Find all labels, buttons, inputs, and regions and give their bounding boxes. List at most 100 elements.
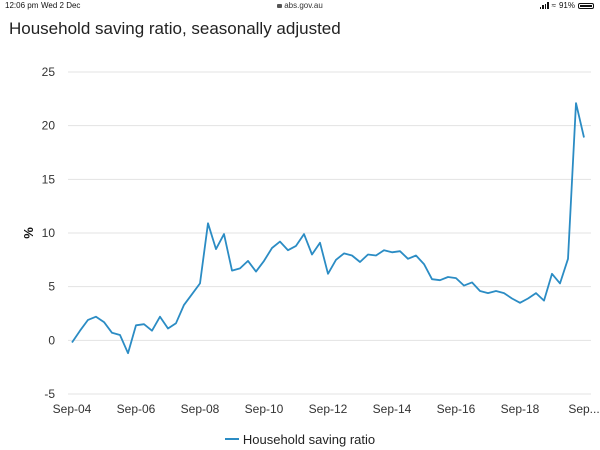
data-point[interactable] [405,256,411,262]
x-tick-labels: Sep-04 Sep-06 Sep-08 Sep-10 Sep-12 Sep-14 Sep-… [53,402,600,416]
data-point[interactable] [349,253,355,259]
data-point[interactable] [197,280,203,286]
status-time: 12:06 pm [5,1,39,10]
x-tick-label: Sep-12 [309,402,348,416]
y-tick-label: 5 [48,280,55,294]
data-point[interactable] [525,296,531,302]
data-point[interactable] [293,243,299,249]
lock-icon [277,4,283,8]
series-layer [69,100,587,356]
data-point[interactable] [205,220,211,226]
data-point[interactable] [149,328,155,334]
x-tick-label: Sep-16 [437,402,476,416]
status-date: Wed 2 Dec [41,1,81,10]
data-point[interactable] [85,317,91,323]
status-indicators: ≈ 91% [539,0,594,10]
x-tick-label: Sep-08 [181,402,220,416]
signal-icon [539,2,549,9]
data-point[interactable] [413,253,419,259]
data-point[interactable] [477,288,483,294]
data-point[interactable] [517,300,523,306]
data-point[interactable] [269,245,275,251]
data-point[interactable] [213,246,219,252]
data-point[interactable] [189,291,195,297]
data-point[interactable] [501,290,507,296]
data-point[interactable] [445,274,451,280]
data-point[interactable] [237,265,243,271]
data-point[interactable] [541,298,547,304]
data-point[interactable] [125,350,131,356]
url-text: abs.gov.au [284,1,323,10]
data-point[interactable] [389,249,395,255]
x-tick-label: Sep... [568,402,599,416]
data-point[interactable] [277,239,283,245]
data-point[interactable] [469,279,475,285]
data-point[interactable] [373,253,379,259]
x-tick-label: Sep-10 [245,402,284,416]
legend-swatch [224,437,239,440]
data-point[interactable] [133,322,139,328]
data-point[interactable] [581,135,587,141]
data-point[interactable] [221,231,227,237]
x-tick-label: Sep-18 [501,402,540,416]
y-tick-label: 20 [42,119,56,133]
data-point[interactable] [573,100,579,106]
data-point[interactable] [341,250,347,256]
address-bar[interactable]: abs.gov.au [0,1,600,10]
y-tick-label: 15 [42,172,56,186]
x-tick-label: Sep-14 [373,402,412,416]
data-point[interactable] [493,288,499,294]
data-point[interactable] [557,280,563,286]
data-point[interactable] [381,247,387,253]
data-point[interactable] [453,275,459,281]
y-tick-label: 10 [42,226,56,240]
data-point[interactable] [261,258,267,264]
data-point[interactable] [229,268,235,274]
data-point[interactable] [69,340,75,346]
data-point[interactable] [173,320,179,326]
data-point[interactable] [565,256,571,262]
data-point[interactable] [77,328,83,334]
data-point[interactable] [437,277,443,283]
data-point[interactable] [101,319,107,325]
data-point[interactable] [165,326,171,332]
y-tick-labels: -5 0 5 10 15 20 25 [42,65,56,401]
legend-label: Household saving ratio [242,432,376,447]
y-axis-label: % [21,227,36,239]
data-point[interactable] [333,257,339,263]
data-point[interactable] [109,330,115,336]
data-point[interactable] [461,283,467,289]
wifi-icon: ≈ [551,0,556,10]
grid-lines [68,71,591,395]
y-tick-label: 25 [42,65,56,79]
data-point[interactable] [93,314,99,320]
legend[interactable]: Household saving ratio [0,432,600,447]
data-point[interactable] [485,290,491,296]
battery-icon [578,2,594,9]
data-point[interactable] [309,252,315,258]
data-point[interactable] [253,269,259,275]
data-point[interactable] [325,271,331,277]
data-point[interactable] [285,247,291,253]
data-point[interactable] [117,332,123,338]
x-tick-label: Sep-04 [53,402,92,416]
data-point[interactable] [141,321,147,327]
data-point[interactable] [365,252,371,258]
data-point[interactable] [357,259,363,265]
data-point[interactable] [421,261,427,267]
data-point[interactable] [397,248,403,254]
data-point[interactable] [245,258,251,264]
y-tick-label: -5 [44,387,55,401]
data-point[interactable] [157,314,163,320]
data-point[interactable] [317,240,323,246]
data-point[interactable] [549,271,555,277]
series-line-household-saving-ratio[interactable] [71,102,585,355]
data-point[interactable] [181,302,187,308]
data-point[interactable] [301,231,307,237]
data-point[interactable] [533,290,539,296]
y-tick-label: 0 [48,333,55,347]
data-point[interactable] [429,276,435,282]
battery-percent: 91% [558,1,575,10]
data-point[interactable] [509,296,515,302]
